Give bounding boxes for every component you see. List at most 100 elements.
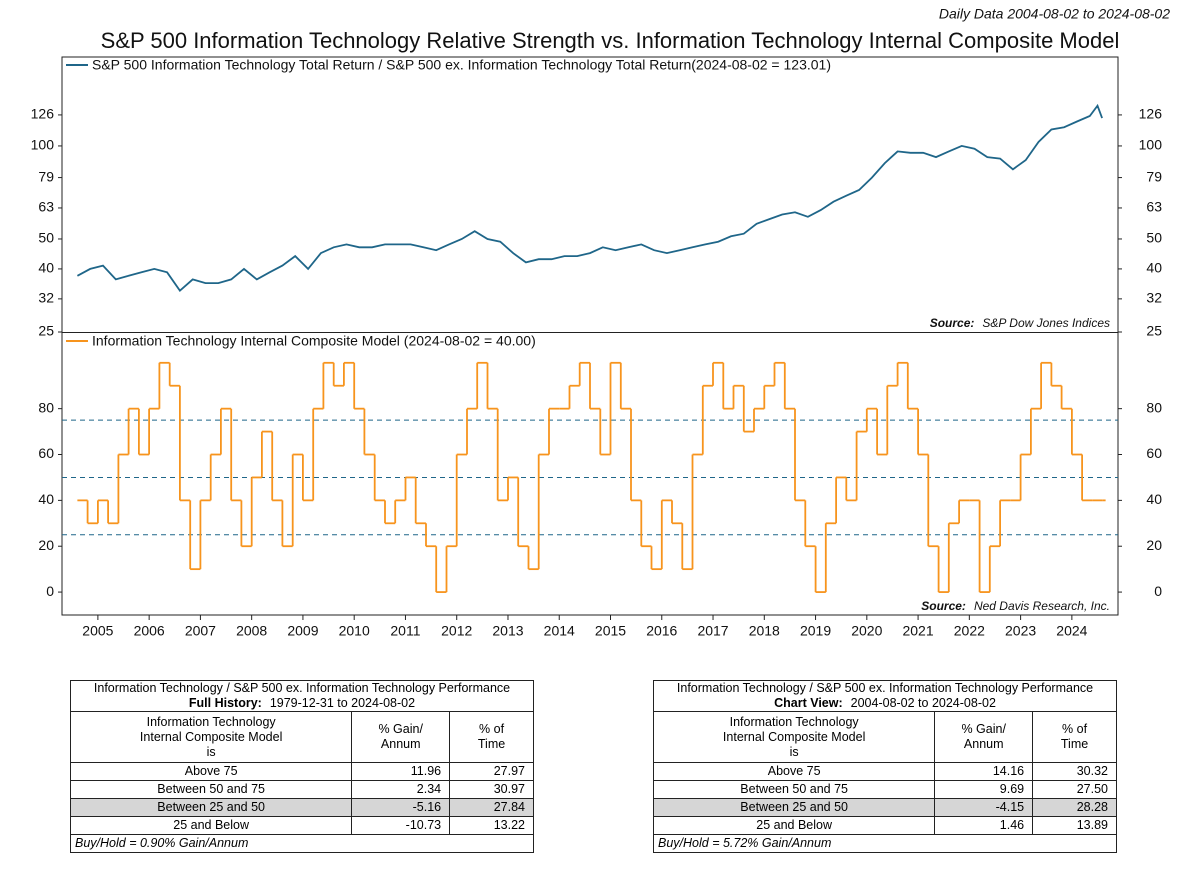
- source-label: Source:: [921, 599, 966, 613]
- x-tick-label: 2023: [1005, 623, 1036, 639]
- y-tick-label: 100: [31, 137, 55, 153]
- y-tick-label: 0: [46, 583, 54, 599]
- table-cell: -10.73: [351, 816, 451, 835]
- column-header: % Gain/Annum: [934, 711, 1034, 763]
- y2-tick-label: 126: [1139, 106, 1163, 122]
- table-row: Above 75 11.96 27.97: [69, 762, 534, 781]
- header: Daily Data 2004-08-02 to 2024-08-02: [939, 6, 1170, 22]
- y-tick-label: 63: [38, 199, 54, 215]
- column-header-line: Internal Composite Model: [139, 729, 283, 744]
- plot-frame: [61, 56, 1119, 616]
- table-row: Between 25 and 50 -5.16 27.84: [69, 798, 534, 817]
- x-tick-label: 2020: [851, 623, 882, 639]
- table-cell: Between 25 and 50: [652, 798, 936, 817]
- column-header-line: Time: [1060, 737, 1089, 751]
- y2-tick-label: 80: [1146, 399, 1162, 415]
- table-cell: 27.50: [1032, 780, 1117, 799]
- column-header: % of Time: [449, 711, 534, 763]
- x-tick-label: 2008: [236, 623, 267, 639]
- column-header-line: % of: [479, 722, 505, 736]
- table-cell: 30.97: [449, 780, 534, 799]
- source-text: Ned Davis Research, Inc.: [974, 599, 1110, 613]
- x-tick-label: 2017: [697, 623, 728, 639]
- footnote-row: Buy/Hold = 0.90% Gain/Annum: [70, 834, 534, 853]
- table-row: Between 50 and 75 9.69 27.50: [652, 780, 1117, 799]
- column-header: Information Technology Internal Composite…: [69, 711, 353, 763]
- y-tick-label: 126: [31, 106, 55, 122]
- table-cell: -4.15: [934, 798, 1034, 817]
- table-cell: 11.96: [351, 762, 451, 781]
- x-tick-label: 2009: [287, 623, 318, 639]
- table-cell: Between 50 and 75: [69, 780, 353, 799]
- period-label: Chart View:: [774, 696, 843, 710]
- table-cell: Above 75: [69, 762, 353, 781]
- column-header: % of Time: [1032, 711, 1117, 763]
- y-tick-label: 25: [38, 323, 54, 339]
- table-row: 25 and Below 1.46 13.89: [652, 816, 1117, 835]
- legend-label: Information Technology Internal Composit…: [92, 333, 536, 349]
- x-tick-label: 2005: [82, 623, 113, 639]
- table-row: Between 50 and 75 2.34 30.97: [69, 780, 534, 799]
- y2-tick-label: 40: [1146, 491, 1162, 507]
- x-tick-label: 2012: [441, 623, 472, 639]
- table-row: Above 75 14.16 30.32: [652, 762, 1117, 781]
- y2-tick-label: 50: [1146, 230, 1162, 246]
- x-tick-label: 2013: [492, 623, 523, 639]
- x-tick-label: 2022: [954, 623, 985, 639]
- column-header-line: Time: [477, 737, 506, 751]
- table-cell: Between 50 and 75: [652, 780, 936, 799]
- column-header-line: Internal Composite Model: [722, 729, 866, 744]
- y-tick-label: 80: [38, 399, 54, 415]
- data-line: [76, 103, 1103, 293]
- y-tick-label: 40: [38, 260, 54, 276]
- column-header-line: is: [789, 744, 799, 759]
- header-row: Information Technology Internal Composite…: [69, 711, 534, 763]
- x-tick-label: 2011: [390, 623, 420, 639]
- table-period: Chart View: 2004-08-02 to 2024-08-02: [658, 696, 1112, 711]
- source: Source: Ned Davis Research, Inc.: [921, 599, 1110, 613]
- y-tick-label: 60: [38, 445, 54, 461]
- source-text: S&P Dow Jones Indices: [982, 316, 1110, 330]
- table-cell: -5.16: [351, 798, 451, 817]
- column-header-line: Annum: [380, 737, 421, 751]
- x-tick-label: 2018: [749, 623, 780, 639]
- y-tick-label: 40: [38, 491, 54, 507]
- title-row: Information Technology / S&P 500 ex. Inf…: [653, 680, 1117, 712]
- table-cell: 9.69: [934, 780, 1034, 799]
- table-title-cell: Information Technology / S&P 500 ex. Inf…: [653, 680, 1117, 712]
- x-tick-label: 2016: [646, 623, 677, 639]
- table-cell: Above 75: [652, 762, 936, 781]
- chart-title: S&P 500 Information Technology Relative …: [101, 28, 1120, 53]
- table-cell: 14.16: [934, 762, 1034, 781]
- table-cell: 13.89: [1032, 816, 1117, 835]
- y2-tick-label: 40: [1146, 260, 1162, 276]
- period: 1979-12-31 to 2024-08-02: [269, 696, 416, 710]
- y2-tick-label: 32: [1146, 290, 1162, 306]
- column-header-line: Annum: [963, 737, 1004, 751]
- column-header-line: is: [206, 744, 216, 759]
- period: 2004-08-02 to 2024-08-02: [850, 696, 996, 710]
- x-tick-label: 2006: [134, 623, 165, 639]
- table-cell: Between 25 and 50: [69, 798, 353, 817]
- footnote: Buy/Hold = 5.72% Gain/Annum: [653, 834, 1117, 853]
- footnote-row: Buy/Hold = 5.72% Gain/Annum: [653, 834, 1117, 853]
- table-cell: 2.34: [351, 780, 451, 799]
- y2-tick-label: 79: [1146, 168, 1162, 184]
- table-row: 25 and Below -10.73 13.22: [69, 816, 534, 835]
- table-cell: 25 and Below: [69, 816, 353, 835]
- footnote: Buy/Hold = 0.90% Gain/Annum: [70, 834, 534, 853]
- table-cell: 27.97: [449, 762, 534, 781]
- table-title: Information Technology / S&P 500 ex. Inf…: [93, 681, 511, 695]
- column-header-line: % Gain/: [961, 722, 1006, 736]
- y2-tick-label: 25: [1146, 323, 1162, 339]
- table-cell: 30.32: [1032, 762, 1117, 781]
- y2-tick-label: 63: [1146, 199, 1162, 215]
- table-cell: 1.46: [934, 816, 1034, 835]
- legend-label: S&P 500 Information Technology Total Ret…: [92, 57, 831, 73]
- column-header-line: % of: [1062, 722, 1088, 736]
- y2-tick-label: 20: [1146, 537, 1162, 553]
- y2-tick-label: 60: [1146, 445, 1162, 461]
- table-cell: 28.28: [1032, 798, 1117, 817]
- performance-table: Information Technology / S&P 500 ex. Inf…: [652, 680, 1117, 853]
